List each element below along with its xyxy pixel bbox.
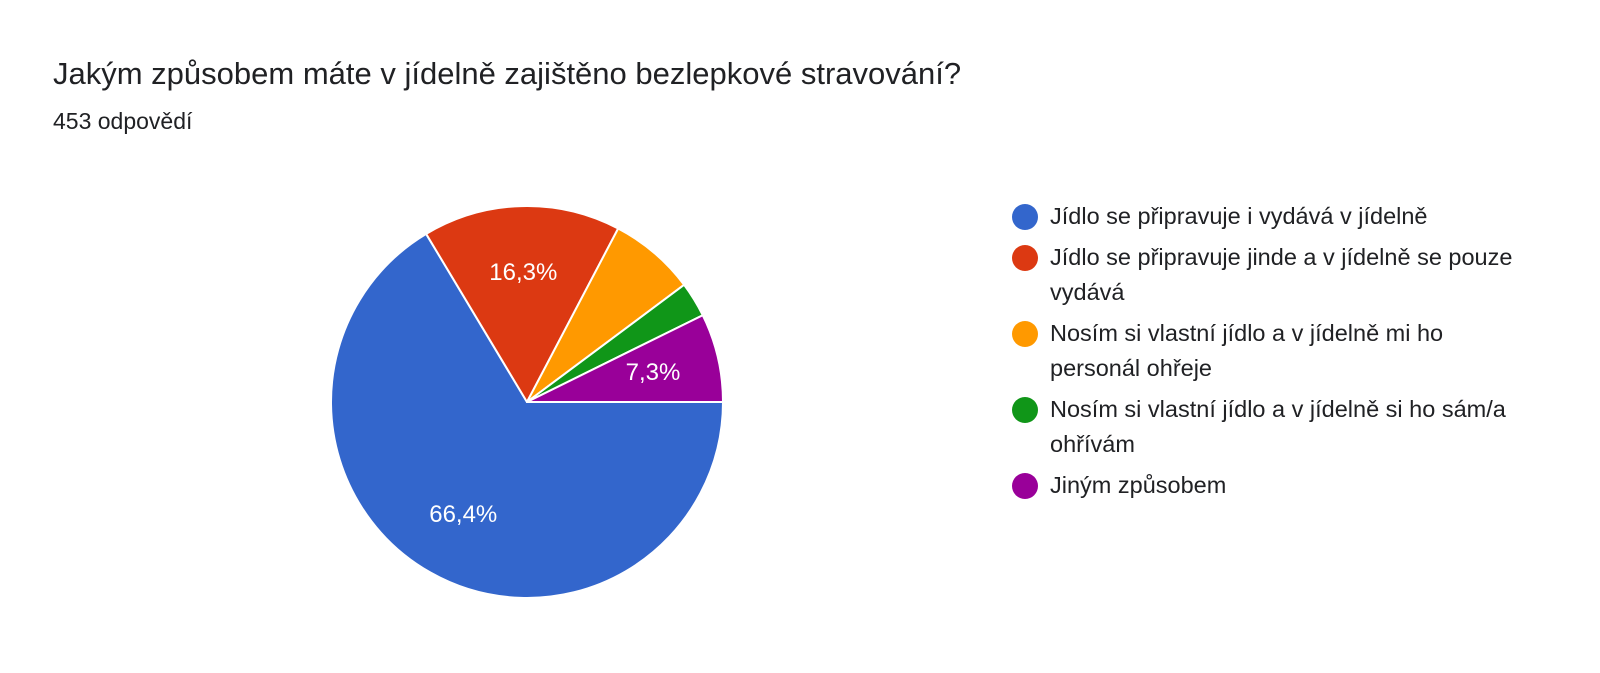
legend-swatch (1012, 245, 1038, 271)
legend-label: Nosím si vlastní jídlo a v jídelně mi ho… (1050, 320, 1444, 381)
pie-slice[interactable] (425, 205, 620, 403)
legend-item[interactable]: Nosím si vlastní jídlo a v jídelně mi ho… (1012, 316, 1532, 386)
slice-label: 66,4% (429, 501, 497, 528)
legend-swatch (1012, 321, 1038, 347)
legend-item[interactable]: Jídlo se připravuje jinde a v jídelně se… (1012, 240, 1532, 310)
legend-item[interactable]: Nosím si vlastní jídlo a v jídelně si ho… (1012, 392, 1532, 462)
legend-swatch (1012, 204, 1038, 230)
pie-slice[interactable] (330, 232, 724, 599)
pie-slice[interactable] (526, 314, 724, 403)
slice-label: 7,3% (626, 359, 681, 386)
response-count: 453 odpovědí (53, 108, 193, 134)
legend-label: Jídlo se připravuje i vydává v jídelně (1050, 203, 1428, 229)
legend-swatch (1012, 397, 1038, 423)
legend-swatch (1012, 473, 1038, 499)
legend-label: Jídlo se připravuje jinde a v jídelně se… (1050, 244, 1513, 305)
legend-item[interactable]: Jídlo se připravuje i vydává v jídelně (1012, 199, 1532, 234)
legend: Jídlo se připravuje i vydává v jídelně J… (1012, 199, 1532, 509)
chart-title: Jakým způsobem máte v jídelně zajištěno … (53, 56, 962, 91)
legend-item[interactable]: Jiným způsobem (1012, 468, 1532, 503)
legend-label: Jiným způsobem (1050, 472, 1227, 498)
slice-label: 16,3% (489, 259, 557, 286)
legend-label: Nosím si vlastní jídlo a v jídelně si ho… (1050, 396, 1506, 457)
